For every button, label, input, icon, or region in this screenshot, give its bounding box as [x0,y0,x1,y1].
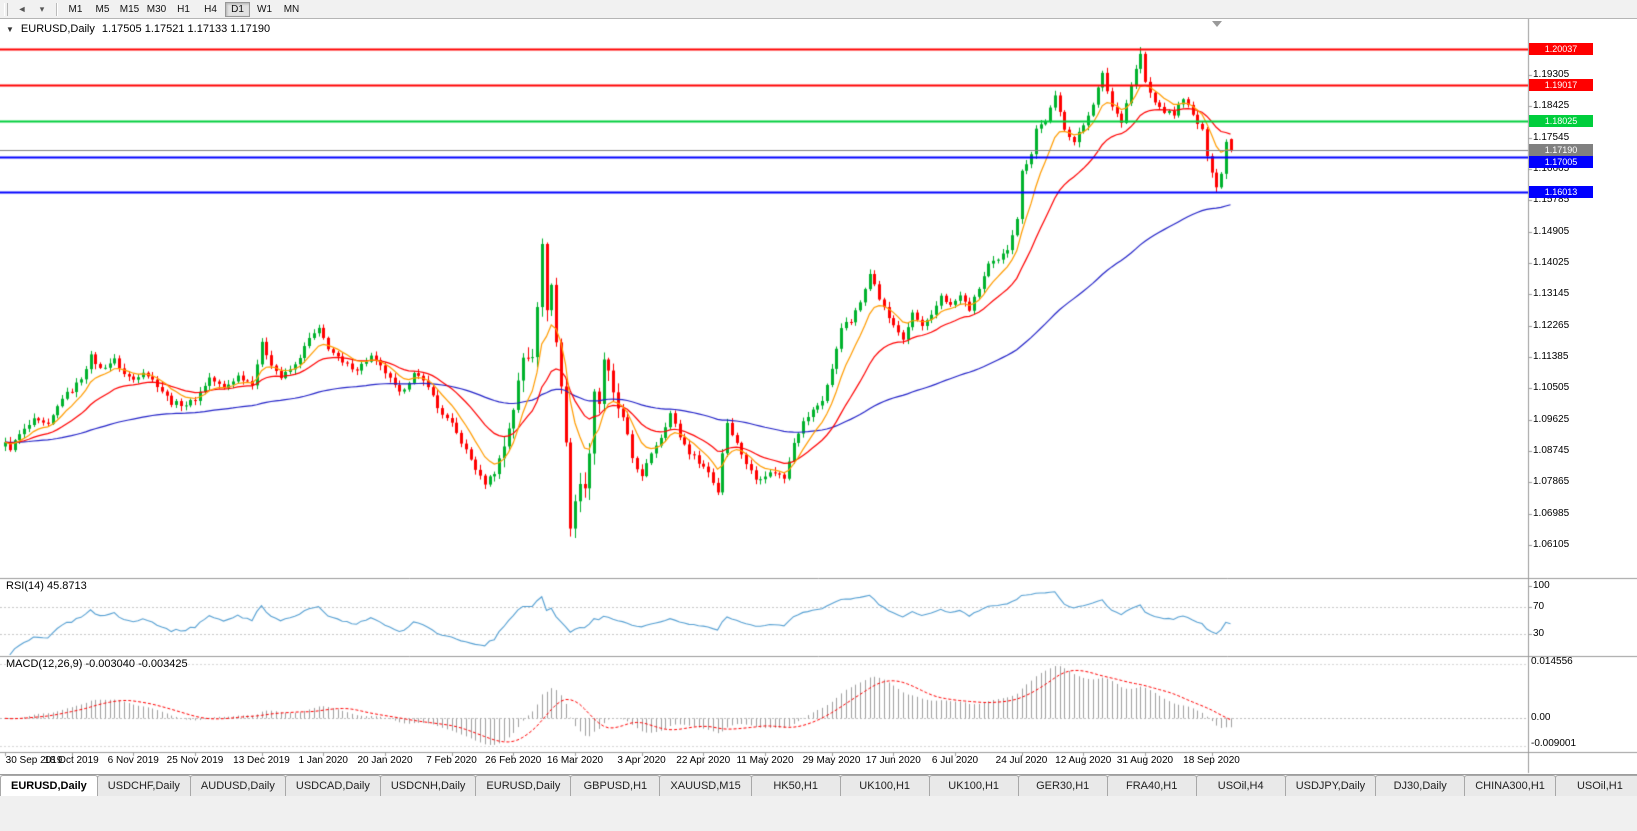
rsi-scale-label: 100 [1533,580,1550,591]
date-axis-label: 18 Sep 2020 [1183,755,1240,766]
bottom-spacer [0,796,1637,831]
timeframe-button-h1[interactable]: H1 [177,3,190,15]
date-axis-label: 1 Jan 2020 [298,755,349,766]
chart-tab-eurusd-daily[interactable]: EURUSD,Daily [475,775,572,796]
toolbar-drag-handle[interactable] [4,2,8,16]
date-axis-label: 18 Oct 2019 [44,755,99,766]
price-scale-label: 1.19305 [1533,68,1570,80]
chart-tab-gbpusd-h1[interactable]: GBPUSD,H1 [570,775,661,796]
chart-tab-usdjpy-daily[interactable]: USDJPY,Daily [1284,775,1377,796]
toolbar-icon-group: ◄ ▾ [12,2,52,17]
timeframe-button-m30[interactable]: M30 [146,3,167,15]
date-axis-label: 6 Nov 2019 [107,755,159,766]
chart-title-bar: ▼ EURUSD,Daily 1.17505 1.17521 1.17133 1… [6,23,270,35]
date-axis-label: 24 Jul 2020 [995,755,1048,766]
timeframe-button-group: M1 M5 M15 M30 H1 H4 D1 W1 MN [62,1,305,17]
timeframe-button-m1[interactable]: M1 [68,3,83,15]
date-axis-label: 17 Jun 2020 [865,755,921,766]
chart-tab-usdcnh-daily[interactable]: USDCNH,Daily [379,775,477,796]
date-axis-label: 13 Dec 2019 [233,755,290,766]
price-scale-label: 1.06105 [1533,538,1570,550]
chart-tab-usoil-h1[interactable]: USOil,H1 [1554,775,1637,796]
chart-ohlc-values: 1.17505 1.17521 1.17133 1.17190 [101,23,271,35]
price-scale-label: 1.18425 [1533,100,1570,112]
price-scale-label: 1.06985 [1533,507,1570,519]
chart-shift-marker[interactable] [1212,21,1222,27]
symbol-dropdown-icon[interactable]: ▼ [6,24,14,34]
chart-tab-bar: EURUSD,Daily USDCHF,Daily AUDUSD,Daily USDC… [0,774,1637,796]
date-axis-label: 6 Jul 2020 [931,755,979,766]
price-scale-label: 1.13145 [1533,288,1570,300]
price-scale-label: 1.17545 [1533,131,1570,143]
chart-region: ▼ EURUSD,Daily 1.17505 1.17521 1.17133 1… [0,19,1637,774]
timeframe-button-m5[interactable]: M5 [95,3,110,15]
date-axis-label: 26 Feb 2020 [485,755,542,766]
price-scale-label: 1.15785 [1533,194,1570,206]
timeframe-button-w1[interactable]: W1 [257,3,272,15]
date-axis-label: 30 Sep 2019 [5,755,63,766]
date-axis-label: 12 Aug 2020 [1055,755,1112,766]
chart-tab-hk50-h1[interactable]: HK50,H1 [750,775,841,796]
chart-tab-usdcad-daily[interactable]: USDCAD,Daily [284,775,381,796]
date-axis-label: 31 Aug 2020 [1116,755,1174,766]
dropdown-arrow-icon[interactable]: ▾ [39,3,45,14]
price-scale-label: 1.14025 [1533,256,1570,268]
date-axis-label: 3 Apr 2020 [617,755,666,766]
price-scale-label: 1.11385 [1533,350,1569,362]
rsi-scale-label: 30 [1533,628,1545,640]
macd-indicator-label: MACD(12,26,9) -0.003040 -0.003425 [6,658,188,670]
rsi-indicator-label: RSI(14) 45.8713 [6,580,87,592]
macd-scale-zero: 0.00 [1531,712,1551,724]
date-axis-label: 11 May 2020 [736,755,794,766]
chart-tab-china300-h1[interactable]: CHINA300,H1 [1464,775,1556,796]
price-scale-label: 1.14905 [1533,225,1570,237]
date-axis-label: 29 May 2020 [802,755,861,766]
price-scale-label: 1.10505 [1533,382,1570,394]
hline-price-badge: 1.19017 [1529,79,1593,92]
current-price-badge: 1.17190 [1529,144,1593,157]
chart-canvas[interactable] [0,19,1637,774]
date-axis-label: 7 Feb 2020 [426,755,477,766]
chart-tab-uk100-h1[interactable]: UK100,H1 [928,775,1019,796]
timeframe-button-h4[interactable]: H4 [204,3,217,15]
timeframe-button-m15[interactable]: M15 [119,3,140,15]
price-scale-label: 1.09625 [1533,413,1570,425]
scroll-left-icon[interactable]: ◄ [17,4,27,14]
chart-tab-dj30-daily[interactable]: DJ30,Daily [1375,775,1466,796]
hline-price-badge: 1.20037 [1529,42,1593,55]
chart-tab-usdchf-daily[interactable]: USDCHF,Daily [96,775,191,796]
macd-scale-min: -0.009001 [1531,738,1577,749]
price-scale-label: 1.12265 [1533,319,1570,331]
price-scale-label: 1.16665 [1533,162,1570,174]
chart-tab-uk100-h1[interactable]: UK100,H1 [839,775,930,796]
chart-tab-ger30-h1[interactable]: GER30,H1 [1017,775,1108,796]
date-axis-label: 25 Nov 2019 [166,755,224,766]
toolbar-separator [56,2,58,16]
chart-symbol-label: EURUSD,Daily [20,23,95,35]
price-scale-label: 1.08745 [1533,444,1570,456]
chart-tab-fra40-h1[interactable]: FRA40,H1 [1106,775,1197,796]
macd-scale-max: 0.014556 [1531,656,1573,667]
hline-price-badge: 1.18025 [1529,114,1593,127]
chart-tab-audusd-daily[interactable]: AUDUSD,Daily [189,775,286,796]
timeframe-button-d1[interactable]: D1 [225,1,250,17]
chart-tab-xauusd-m15[interactable]: XAUUSD,M15 [659,775,752,796]
timeframe-button-mn[interactable]: MN [283,3,300,15]
hline-price-badge: 1.16013 [1529,186,1593,199]
timeframe-toolbar: ◄ ▾ M1 M5 M15 M30 H1 H4 D1 W1 MN [0,0,1637,19]
hline-price-badge: 1.17005 [1529,156,1593,169]
date-axis-label: 22 Apr 2020 [676,755,731,766]
price-scale-label: 1.07865 [1533,476,1570,488]
chart-tab-usoil-h4[interactable]: USOil,H4 [1195,775,1286,796]
date-axis-label: 20 Jan 2020 [357,755,413,766]
chart-tab-eurusd-daily[interactable]: EURUSD,Daily [0,775,98,796]
date-axis-label: 16 Mar 2020 [546,755,604,766]
rsi-scale-label: 70 [1533,600,1545,612]
